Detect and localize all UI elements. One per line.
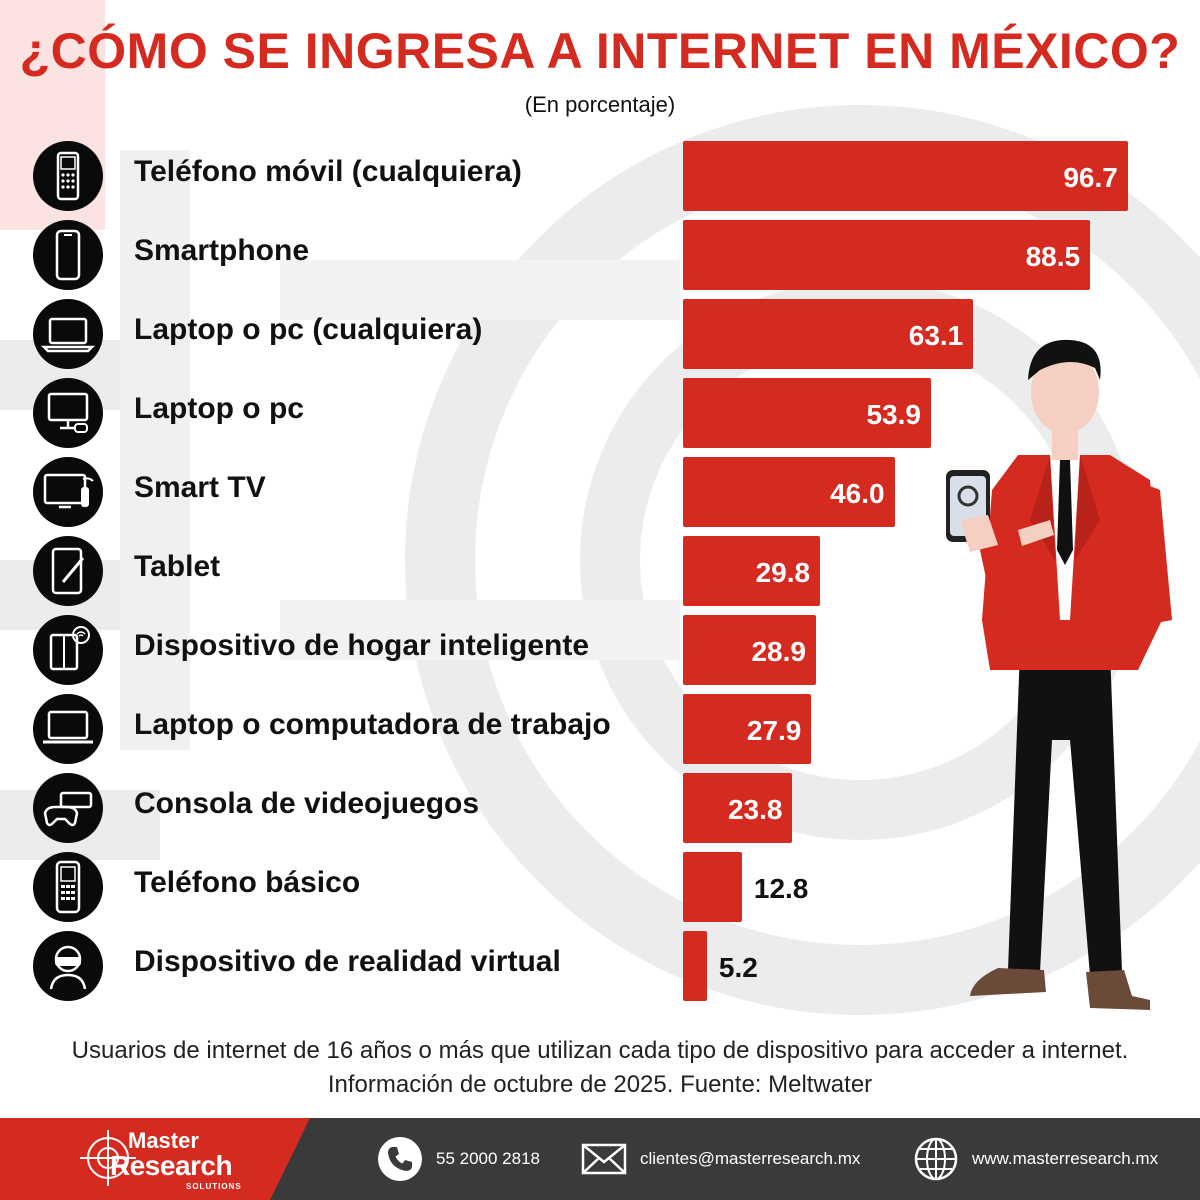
chart-row: Smartphone 88.5 xyxy=(0,220,1200,290)
page-title: ¿CÓMO SE INGRESA A INTERNET EN MÉXICO? xyxy=(19,23,1181,79)
desktop-pc-icon xyxy=(33,378,103,448)
chart-row: Laptop o pc (cualquiera) 63.1 xyxy=(0,299,1200,369)
game-console-icon xyxy=(33,773,103,843)
smart-tv-icon xyxy=(33,457,103,527)
value-label: 29.8 xyxy=(755,557,811,588)
footer-brand-tail xyxy=(270,1118,310,1200)
category-label: Dispositivo de realidad virtual xyxy=(134,945,561,978)
bar xyxy=(683,299,974,369)
category-label: Smartphone xyxy=(134,234,310,267)
bar xyxy=(683,378,931,448)
category-label: Dispositivo de hogar inteligente xyxy=(134,629,590,662)
laptop-icon xyxy=(33,299,103,369)
category-label: Tablet xyxy=(134,550,221,583)
bar xyxy=(683,457,895,527)
bar xyxy=(683,615,816,685)
value-label: 23.8 xyxy=(727,794,783,825)
contact-website[interactable]: www.masterresearch.mx xyxy=(912,1118,1158,1200)
page-subtitle: (En porcentaje) xyxy=(524,92,676,117)
value-label: 28.9 xyxy=(751,636,806,667)
basic-phone-icon xyxy=(33,852,103,922)
value-label: 46.0 xyxy=(830,478,885,509)
footer-bar: Master Research SOLUTIONS 55 2000 2818 c… xyxy=(0,1118,1200,1200)
value-label: 12.8 xyxy=(753,873,809,904)
chart-footnote: Usuarios de internet de 16 años o más qu… xyxy=(71,1037,1129,1098)
website-text: www.masterresearch.mx xyxy=(972,1149,1159,1168)
brand-name-line2: Research xyxy=(110,1150,233,1181)
brand-name-line3: SOLUTIONS xyxy=(186,1182,242,1191)
envelope-icon xyxy=(581,1143,627,1175)
vr-headset-icon xyxy=(33,931,103,1001)
chart-row: Dispositivo de hogar inteligente 28.9 xyxy=(0,615,1200,685)
tablet-icon xyxy=(33,536,103,606)
bar xyxy=(683,220,1091,290)
chart-row: Teléfono básico 12.8 xyxy=(0,852,1200,922)
value-label: 53.9 xyxy=(866,399,921,430)
chart-row: Laptop o pc 53.9 xyxy=(0,378,1200,448)
bar xyxy=(683,773,793,843)
bar xyxy=(683,694,812,764)
contact-phone[interactable]: 55 2000 2818 xyxy=(376,1118,540,1200)
value-label: 63.1 xyxy=(908,320,964,351)
category-label: Laptop o computadora de trabajo xyxy=(134,708,611,741)
category-label: Smart TV xyxy=(134,471,266,504)
bar xyxy=(683,931,707,1001)
value-label: 96.7 xyxy=(1063,162,1118,193)
phone-text: 55 2000 2818 xyxy=(436,1149,540,1168)
value-label: 88.5 xyxy=(1025,241,1081,272)
smartphone-icon xyxy=(33,220,103,290)
globe-icon xyxy=(914,1137,958,1181)
chart-row: Consola de videojuegos 23.8 xyxy=(0,773,1200,843)
bar xyxy=(683,852,742,922)
phone-icon xyxy=(378,1137,422,1181)
category-label: Laptop o pc (cualquiera) xyxy=(134,313,483,346)
category-label: Laptop o pc xyxy=(134,392,304,425)
category-label: Teléfono móvil (cualquiera) xyxy=(134,155,522,188)
bar xyxy=(683,536,821,606)
bar-chart: Teléfono móvil (cualquiera) 96.7 Smartphon… xyxy=(0,141,1200,1001)
category-label: Consola de videojuegos xyxy=(134,787,480,820)
chart-row: Smart TV 46.0 xyxy=(0,457,1200,527)
chart-row: Dispositivo de realidad virtual 5.2 xyxy=(0,931,1200,1001)
businessman-illustration xyxy=(946,339,1172,1010)
chart-row: Laptop o computadora de trabajo 27.9 xyxy=(0,694,1200,764)
bar xyxy=(683,141,1128,211)
value-label: 5.2 xyxy=(718,952,758,983)
category-label: Teléfono básico xyxy=(134,866,361,899)
crosshair-logo-icon xyxy=(80,1130,136,1186)
brand-name-line1: Master xyxy=(128,1128,199,1153)
value-label: 27.9 xyxy=(746,715,802,746)
email-text: clientes@masterresearch.mx xyxy=(640,1149,861,1168)
smart-home-device-icon xyxy=(33,615,103,685)
chart-row: Tablet 29.8 xyxy=(0,536,1200,606)
contact-email[interactable]: clientes@masterresearch.mx xyxy=(580,1118,860,1200)
work-laptop-icon xyxy=(33,694,103,764)
chart-row: Teléfono móvil (cualquiera) 96.7 xyxy=(0,141,1200,211)
mobile-phone-icon xyxy=(33,141,103,211)
